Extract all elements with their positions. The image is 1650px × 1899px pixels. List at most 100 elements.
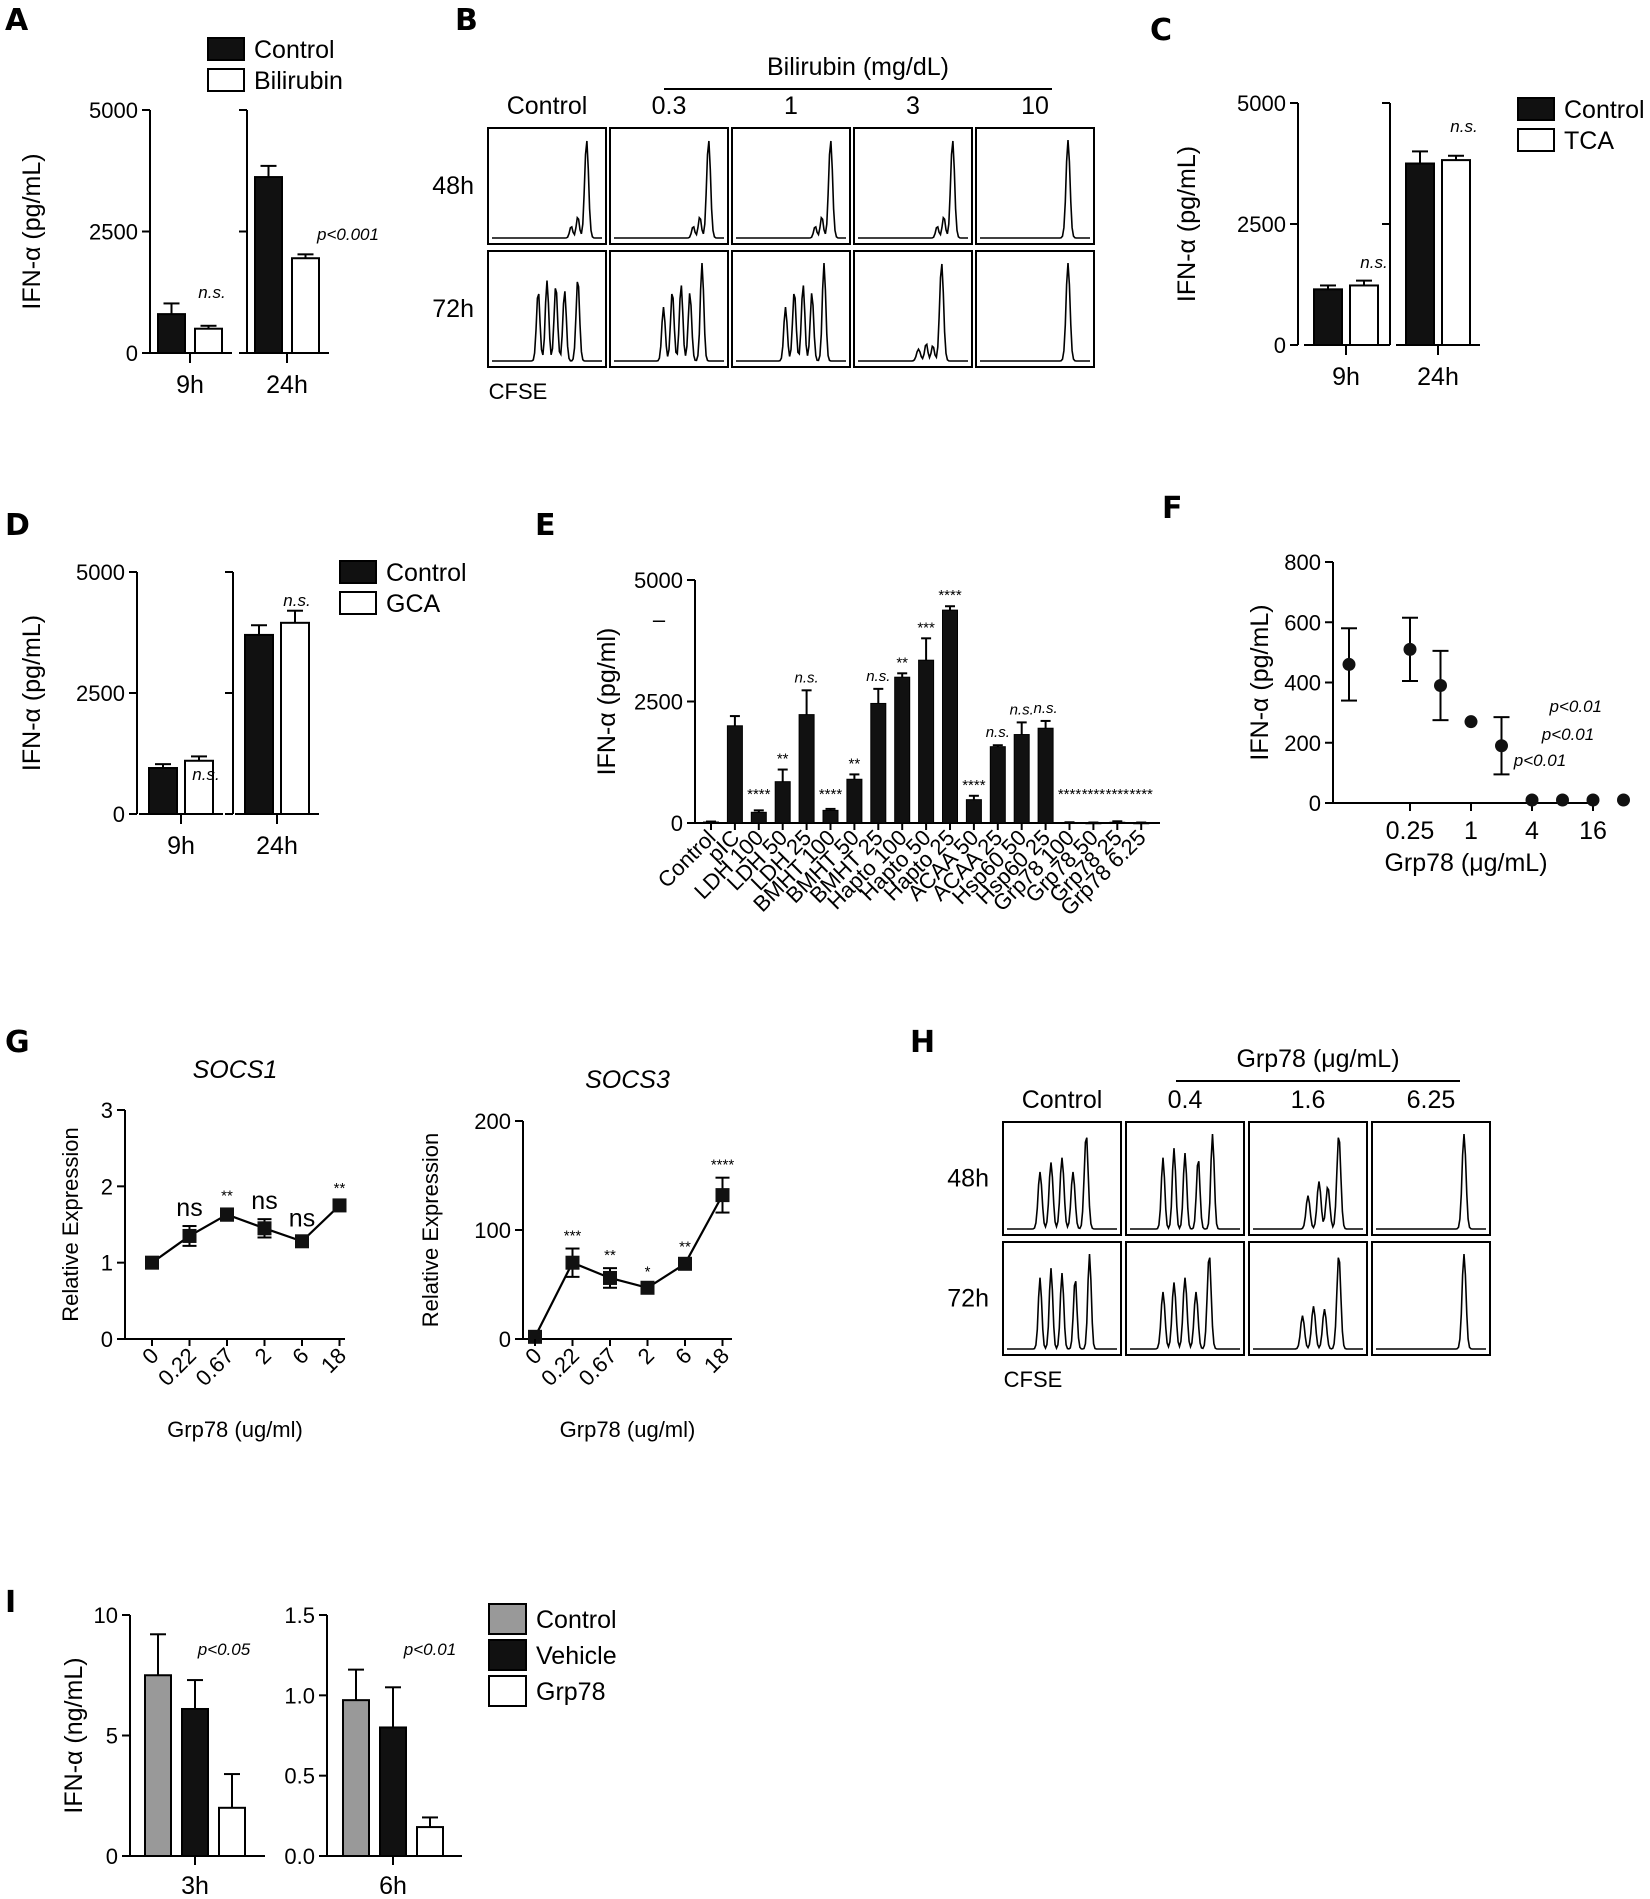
B-histogram-frame <box>853 127 973 245</box>
C-bar-9h-tca <box>1349 284 1379 346</box>
E-bar-hapto-25 <box>942 609 958 824</box>
E-stray-mark: – <box>653 607 666 632</box>
D-x-label-24h: 24h <box>256 832 298 860</box>
G2-significance: ** <box>604 1247 616 1264</box>
G1-y-tick-label: 1 <box>101 1251 113 1276</box>
D-bar-24h-control <box>244 633 274 815</box>
E-significance: **** <box>747 786 771 803</box>
A-bar-9h-bilirubin <box>194 327 223 355</box>
G2-significance: * <box>645 1264 651 1281</box>
G2-y-axis-label: Relative Expression <box>418 1133 443 1327</box>
G2-x-tick-label: 18 <box>699 1343 734 1378</box>
D-legend-swatch-control <box>339 560 377 584</box>
H-title: Grp78 (μg/mL) <box>1236 1045 1399 1073</box>
H-histogram-72h-Control <box>1007 1253 1117 1351</box>
B-x-axis-label: CFSE <box>489 379 548 404</box>
I2-y-tick-label: 1.0 <box>284 1683 315 1708</box>
G2-data-point <box>528 1329 542 1344</box>
G2-data-point <box>715 1188 730 1203</box>
A-legend-label-bilirubin: Bilirubin <box>254 67 343 95</box>
G2-x-tick-label: 6 <box>670 1343 696 1369</box>
H-row-label: 72h <box>947 1285 989 1313</box>
D-legend-swatch-gca <box>339 591 377 615</box>
G1-data-point <box>257 1221 272 1236</box>
B-column-label: 1 <box>784 92 798 120</box>
I2-y-tick-label: 0.5 <box>284 1764 315 1789</box>
I-legend-label-grp78: Grp78 <box>536 1678 605 1706</box>
D-legend-label-gca: GCA <box>386 590 441 618</box>
F-y-tick-label: 200 <box>1284 731 1321 756</box>
G1-data-point <box>332 1198 347 1213</box>
B-histogram-frame <box>975 250 1095 368</box>
H-column-label: 6.25 <box>1407 1086 1456 1114</box>
B-histogram-48h-Control <box>492 140 602 239</box>
I1-y-axis-label: IFN-α (ng/mL) <box>60 1657 88 1813</box>
C-annotation: n.s. <box>1360 253 1387 272</box>
G1-x-tick-label: 6 <box>287 1343 313 1369</box>
G1-data-point <box>220 1207 234 1222</box>
F-y-tick-label: 800 <box>1284 550 1321 575</box>
A-annotation: p<0.001 <box>316 225 379 244</box>
panel-label-d: D <box>5 508 30 543</box>
H-column-label: Control <box>1022 1086 1103 1114</box>
G2-x-tick-label: 2 <box>633 1343 659 1369</box>
D-y-axis-label: IFN-α (pg/mL) <box>18 615 46 771</box>
B-histogram-frame <box>487 127 607 245</box>
C-legend-label-control: Control <box>1564 96 1645 124</box>
F-data-point <box>1556 793 1569 807</box>
B-histogram-frame <box>975 127 1095 245</box>
C-bar-24h-tca <box>1441 159 1471 346</box>
B-histogram-72h-3 <box>858 263 968 362</box>
H-histogram-frame <box>1248 1241 1368 1356</box>
G1-x-tick-label: 2 <box>250 1343 276 1369</box>
panel-label-h: H <box>910 1025 935 1060</box>
A-legend-swatch-control <box>207 37 245 61</box>
E-significance: **** <box>1058 786 1082 803</box>
A-legend-label-control: Control <box>254 36 335 64</box>
E-bar-hsp60-50 <box>1013 734 1030 824</box>
G1-y-tick-label: 3 <box>101 1098 113 1123</box>
F-x-tick-label: 4 <box>1525 817 1539 845</box>
panel-label-c: C <box>1150 13 1172 48</box>
C-y-axis-label: IFN-α (pg/mL) <box>1173 146 1201 302</box>
E-significance: ** <box>896 654 908 671</box>
I1-y-tick-label: 10 <box>94 1603 118 1628</box>
D-legend-label-control: Control <box>386 559 467 587</box>
I-legend-label-control: Control <box>536 1606 617 1634</box>
A-legend-swatch-bilirubin <box>207 68 245 92</box>
G1-x-tick-label: 0.67 <box>191 1343 239 1391</box>
I2-x-label: 6h <box>379 1872 407 1899</box>
A-x-label-9h: 9h <box>176 371 204 399</box>
F-y-tick-label: 400 <box>1284 671 1321 696</box>
F-data-point <box>1586 793 1600 807</box>
E-significance: ** <box>777 751 789 768</box>
E-bar-bmht-25 <box>870 702 887 824</box>
E-bar-acaa-25 <box>989 746 1006 824</box>
G1-y-tick-label: 0 <box>101 1327 113 1352</box>
D-bar-9h-control <box>148 767 178 816</box>
B-histogram-frame <box>731 127 851 245</box>
panel-label-f: F <box>1162 491 1183 526</box>
G2-significance: *** <box>564 1228 582 1245</box>
D-y-tick-label: 0 <box>113 802 125 827</box>
B-histogram-frame <box>609 127 729 245</box>
E-bar-hsp60-25 <box>1037 727 1054 824</box>
G2-y-tick-label: 0 <box>499 1327 511 1352</box>
H-histogram-72h-0.4 <box>1130 1257 1240 1350</box>
C-y-tick-label: 5000 <box>1237 91 1286 116</box>
C-x-label-9h: 9h <box>1332 363 1360 391</box>
panel-label-e: E <box>535 508 556 543</box>
I-legend-swatch-vehicle <box>488 1639 527 1671</box>
C-y-tick-label: 2500 <box>1237 212 1286 237</box>
H-column-label: 0.4 <box>1168 1086 1203 1114</box>
I1-x-label: 3h <box>181 1872 209 1899</box>
I-legend-swatch-control <box>488 1603 527 1635</box>
H-row-label: 48h <box>947 1165 989 1193</box>
C-x-label-24h: 24h <box>1417 363 1459 391</box>
panel-label-a: A <box>5 3 29 38</box>
G2-significance: ** <box>679 1238 691 1255</box>
I1-bar-grp78 <box>218 1806 246 1858</box>
G2-data-point <box>565 1255 580 1270</box>
E-significance: **** <box>1130 786 1154 803</box>
